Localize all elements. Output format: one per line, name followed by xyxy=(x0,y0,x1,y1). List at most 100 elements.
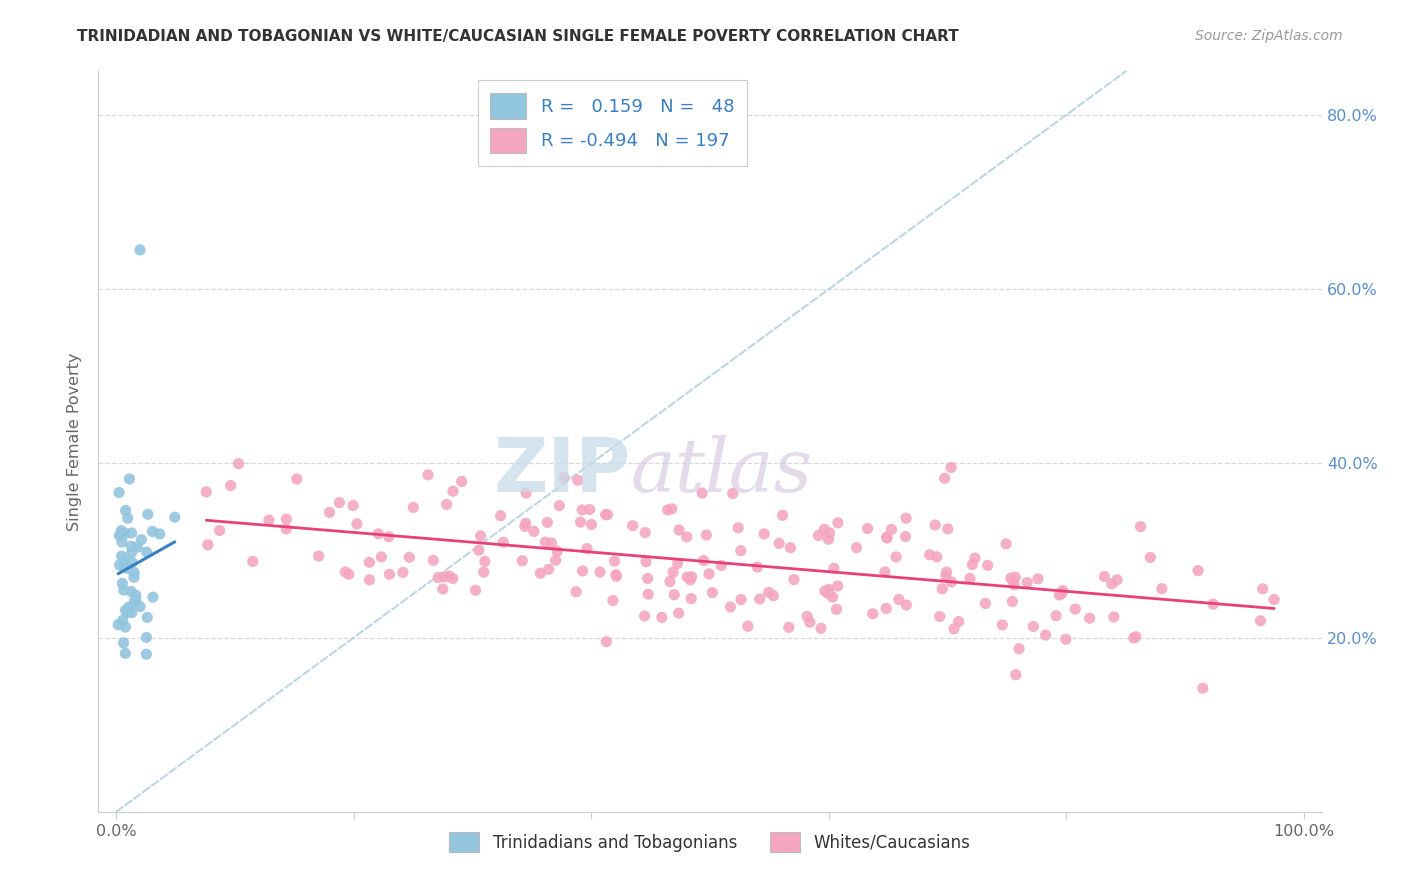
Point xyxy=(136,508,159,522)
Point xyxy=(513,519,536,533)
Point xyxy=(637,587,659,601)
Point xyxy=(943,622,966,636)
Point xyxy=(276,512,298,526)
Point xyxy=(675,530,697,544)
Point xyxy=(111,535,134,549)
Point xyxy=(402,500,425,515)
Point xyxy=(810,621,832,635)
Point xyxy=(1017,575,1039,590)
Point xyxy=(219,478,242,492)
Point xyxy=(529,566,551,581)
Point xyxy=(129,243,152,257)
Point xyxy=(416,467,439,482)
Point xyxy=(110,524,132,538)
Point xyxy=(553,470,575,484)
Point xyxy=(115,606,138,620)
Point xyxy=(634,555,657,569)
Point xyxy=(125,593,148,607)
Point xyxy=(515,516,537,531)
Text: ZIP: ZIP xyxy=(494,434,630,508)
Point xyxy=(605,569,627,583)
Point xyxy=(974,596,997,610)
Point xyxy=(596,508,619,522)
Point xyxy=(337,567,360,582)
Point xyxy=(510,554,533,568)
Point xyxy=(121,525,143,540)
Point xyxy=(1000,571,1022,585)
Point xyxy=(1050,586,1073,600)
Point xyxy=(666,557,689,571)
Point xyxy=(817,533,839,547)
Point xyxy=(894,530,917,544)
Point xyxy=(1101,576,1123,591)
Point xyxy=(727,521,749,535)
Point xyxy=(799,615,821,630)
Point xyxy=(1202,597,1225,611)
Point xyxy=(378,567,401,582)
Point xyxy=(662,566,685,580)
Point xyxy=(748,592,770,607)
Point xyxy=(1102,610,1125,624)
Point xyxy=(991,618,1014,632)
Point xyxy=(768,536,790,550)
Point xyxy=(1004,570,1026,584)
Point xyxy=(569,515,592,529)
Point xyxy=(308,549,330,563)
Point xyxy=(661,501,683,516)
Point xyxy=(135,545,157,559)
Point xyxy=(346,516,368,531)
Point xyxy=(658,574,681,589)
Point xyxy=(690,486,713,500)
Point xyxy=(796,609,818,624)
Point xyxy=(208,524,231,538)
Point xyxy=(679,573,702,587)
Point xyxy=(571,564,593,578)
Point xyxy=(730,592,752,607)
Point xyxy=(747,560,769,574)
Point xyxy=(884,549,907,564)
Point xyxy=(117,561,139,575)
Point xyxy=(195,484,218,499)
Point xyxy=(422,553,444,567)
Point xyxy=(1064,602,1087,616)
Point xyxy=(1078,611,1101,625)
Point xyxy=(540,536,562,550)
Point xyxy=(924,518,946,533)
Point xyxy=(118,472,141,486)
Point xyxy=(433,570,456,584)
Point xyxy=(565,584,588,599)
Point xyxy=(939,460,962,475)
Point xyxy=(664,588,686,602)
Point xyxy=(108,485,131,500)
Point xyxy=(887,592,910,607)
Point xyxy=(1008,641,1031,656)
Point xyxy=(697,566,720,581)
Point xyxy=(931,582,953,596)
Point xyxy=(335,565,357,579)
Point xyxy=(441,571,464,585)
Point xyxy=(342,499,364,513)
Point xyxy=(595,634,617,648)
Point xyxy=(108,528,131,542)
Point xyxy=(721,486,744,500)
Point xyxy=(1002,578,1025,592)
Point xyxy=(392,566,415,580)
Point xyxy=(107,617,129,632)
Point xyxy=(681,591,703,606)
Point xyxy=(925,549,948,564)
Point xyxy=(1052,583,1074,598)
Point xyxy=(489,508,512,523)
Point xyxy=(1125,630,1147,644)
Point xyxy=(127,540,149,554)
Point xyxy=(657,503,679,517)
Point xyxy=(121,556,143,570)
Point xyxy=(141,524,163,539)
Point xyxy=(163,510,186,524)
Point xyxy=(111,613,134,627)
Point xyxy=(450,475,472,489)
Point xyxy=(935,565,957,579)
Point xyxy=(114,503,136,517)
Point xyxy=(634,525,657,540)
Point xyxy=(468,543,491,558)
Point xyxy=(621,518,644,533)
